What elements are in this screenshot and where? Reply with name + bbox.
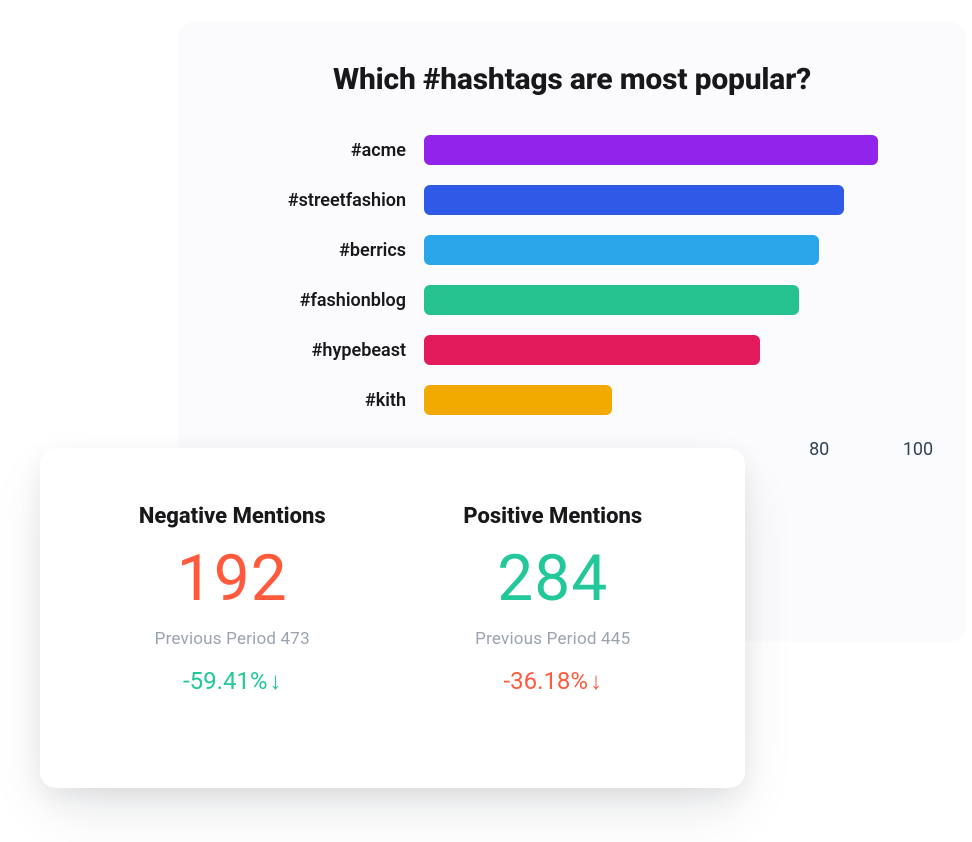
bar-row: #kith (226, 385, 918, 415)
negative-mentions-delta: -59.41% ↓ (183, 667, 282, 695)
bar-track (424, 135, 918, 165)
bar-label: #fashionblog (226, 290, 406, 311)
bar-label: #hypebeast (226, 340, 406, 361)
bar-track (424, 235, 918, 265)
axis-tick: 80 (809, 439, 829, 460)
negative-mentions-value: 192 (177, 547, 288, 611)
positive-mentions-col: Positive Mentions 284 Previous Period 44… (393, 504, 714, 740)
bar-track (424, 335, 918, 365)
positive-mentions-value: 284 (497, 547, 608, 611)
positive-mentions-delta: -36.18% ↓ (504, 667, 603, 695)
axis-tick: 100 (903, 439, 933, 460)
bar-label: #kith (226, 390, 406, 411)
bar-fill (424, 235, 819, 265)
bar-row: #hypebeast (226, 335, 918, 365)
positive-mentions-previous: Previous Period 445 (475, 629, 630, 649)
bar-fill (424, 385, 612, 415)
bar-track (424, 185, 918, 215)
bar-fill (424, 135, 878, 165)
negative-mentions-col: Negative Mentions 192 Previous Period 47… (72, 504, 393, 740)
negative-mentions-previous: Previous Period 473 (155, 629, 310, 649)
bar-row: #streetfashion (226, 185, 918, 215)
bar-row: #acme (226, 135, 918, 165)
bar-track (424, 385, 918, 415)
mentions-card: Negative Mentions 192 Previous Period 47… (40, 448, 745, 788)
chart-title: Which #hashtags are most popular? (226, 62, 918, 97)
arrow-down-icon: ↓ (590, 669, 602, 693)
positive-mentions-title: Positive Mentions (463, 504, 642, 529)
delta-value: -36.18% (504, 667, 589, 695)
bar-fill (424, 185, 844, 215)
bar-row: #berrics (226, 235, 918, 265)
negative-mentions-title: Negative Mentions (139, 504, 326, 529)
delta-value: -59.41% (183, 667, 268, 695)
bar-rows: #acme #streetfashion #berrics #fashionbl… (226, 135, 918, 415)
bar-fill (424, 285, 799, 315)
bar-track (424, 285, 918, 315)
arrow-down-icon: ↓ (270, 669, 282, 693)
bar-label: #berrics (226, 240, 406, 261)
bar-fill (424, 335, 760, 365)
bar-row: #fashionblog (226, 285, 918, 315)
bar-label: #acme (226, 140, 406, 161)
bar-label: #streetfashion (226, 190, 406, 211)
